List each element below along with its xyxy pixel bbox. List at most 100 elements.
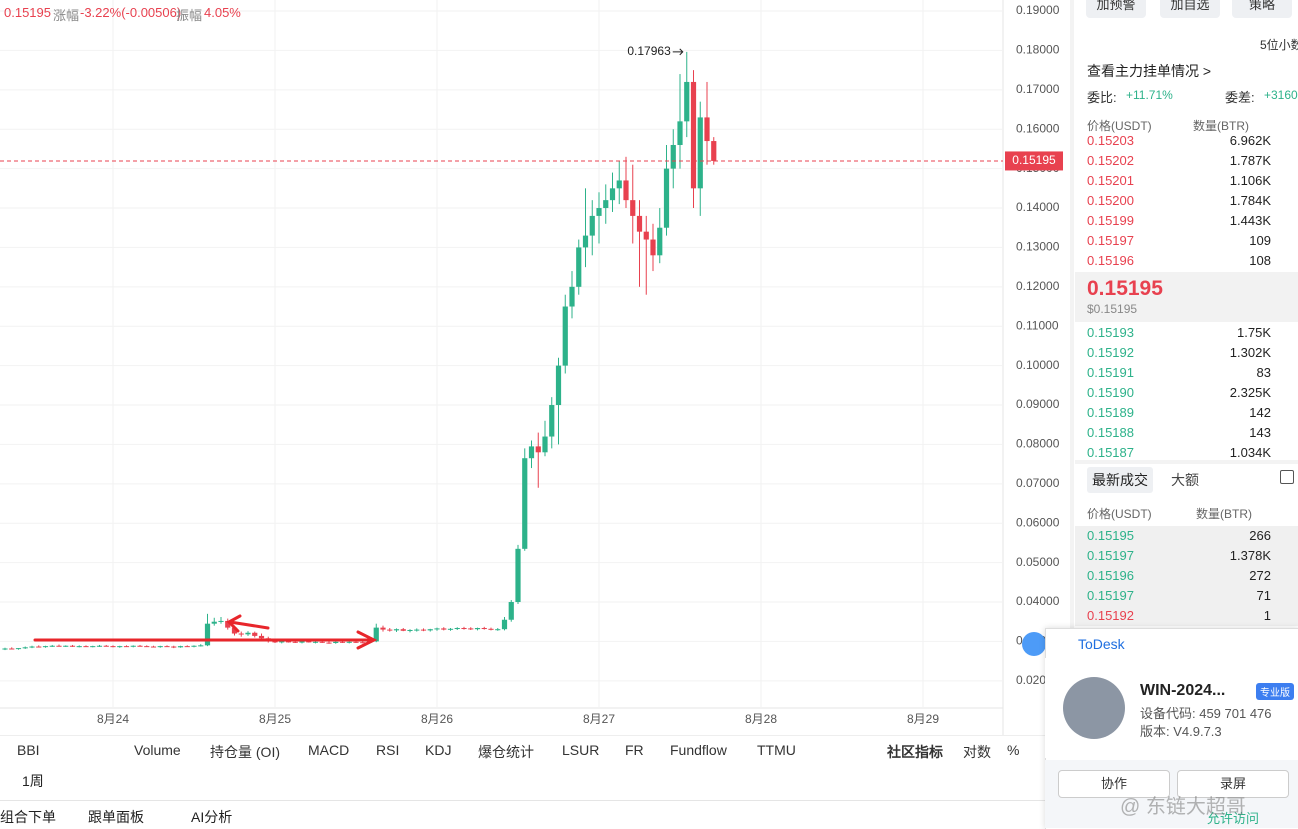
trade-price: 0.15197 — [1087, 548, 1134, 563]
candle-body — [103, 645, 109, 647]
candle-body — [414, 629, 420, 631]
candle-body — [245, 632, 251, 635]
todesk-brand: ToDesk — [1078, 636, 1125, 652]
todesk-button[interactable]: 协作 — [1058, 770, 1170, 798]
trades-bg — [1075, 526, 1298, 626]
ask-price: 0.15200 — [1087, 193, 1134, 208]
bid-qty: 1.302K — [1229, 345, 1271, 360]
x-tick-label: 8月24 — [97, 712, 129, 726]
candle-body — [306, 641, 312, 643]
indicator-tool[interactable]: 社区指标 — [887, 744, 943, 760]
bottom-tab[interactable]: 组合下单 — [0, 809, 56, 825]
bid-price: 0.15190 — [1087, 385, 1134, 400]
candle-body — [76, 646, 82, 648]
side-button[interactable]: 加预警 — [1086, 0, 1146, 18]
candle-body — [508, 602, 514, 620]
candle-body — [488, 628, 494, 630]
indicator-tab[interactable]: FR — [625, 742, 644, 758]
ask-qty: 108 — [1249, 253, 1271, 268]
side-button[interactable]: 策略 — [1232, 0, 1292, 18]
trades-qty-header: 数量(BTR) — [1196, 507, 1252, 521]
ask-qty: 1.443K — [1229, 213, 1271, 228]
candle-body — [522, 458, 528, 549]
candle-body — [420, 629, 427, 631]
indicator-tab[interactable]: Volume — [134, 742, 181, 758]
indicator-tool[interactable]: % — [1007, 742, 1020, 758]
candle-body — [623, 180, 629, 201]
ask-qty: 109 — [1249, 233, 1271, 248]
x-tick-label: 8月27 — [583, 712, 615, 726]
candle-body — [461, 628, 467, 630]
candle-body — [110, 646, 116, 648]
indicator-tab[interactable]: Fundflow — [670, 742, 727, 758]
indicator-tab[interactable]: KDJ — [425, 742, 452, 758]
candle-body — [495, 629, 501, 631]
todesk-code: 设备代码: 459 701 476 — [1140, 706, 1272, 721]
candle-body — [231, 627, 238, 634]
todesk-badge: 专业版 — [1256, 683, 1294, 700]
candle-body — [339, 641, 346, 643]
candle-body — [144, 646, 150, 648]
indicator-tab[interactable]: MACD — [308, 742, 350, 758]
todesk-avatar — [1063, 677, 1125, 739]
bid-price: 0.15188 — [1087, 425, 1134, 440]
candle-body — [360, 642, 366, 644]
candle-body — [319, 641, 325, 643]
ask-price: 0.15197 — [1087, 233, 1134, 248]
candle-body — [171, 646, 177, 648]
y-tick-label: 0.12000 — [1016, 279, 1060, 293]
y-tick-label: 0.16000 — [1016, 121, 1060, 135]
ob-price-header: 价格(USDT) — [1087, 119, 1152, 133]
trades-tab[interactable]: 最新成交 — [1087, 467, 1153, 493]
candle-body — [515, 548, 521, 603]
bottom-tab[interactable]: 跟单面板 — [88, 809, 144, 825]
checkbox[interactable] — [1280, 470, 1294, 484]
y-axis-bg — [1003, 0, 1070, 735]
indicator-tab[interactable]: 爆仓统计 — [478, 744, 534, 760]
side-button[interactable]: 加自选 — [1160, 0, 1220, 18]
diff-value: +3160 — [1264, 88, 1298, 102]
indicator-tab[interactable]: LSUR — [562, 742, 600, 758]
bottom-tab[interactable]: AI分析 — [191, 809, 233, 825]
interval-tab[interactable]: 1周 — [22, 773, 44, 789]
candle-body — [373, 627, 379, 642]
indicator-tab[interactable]: BBI — [17, 742, 40, 758]
annotation-arrow — [226, 614, 270, 633]
y-tick-label: 0.04000 — [1016, 594, 1060, 608]
trade-price: 0.15192 — [1087, 608, 1134, 623]
y-tick-label: 0.08000 — [1016, 437, 1060, 451]
trades-tab[interactable]: 大额 — [1171, 472, 1199, 488]
indicator-tab[interactable]: TTMU — [757, 742, 796, 758]
candle-body — [427, 629, 433, 631]
x-tick-label: 8月29 — [907, 712, 939, 726]
candle-body — [535, 446, 541, 453]
candle-body — [468, 628, 474, 630]
candle-body — [630, 200, 636, 216]
ask-qty: 1.784K — [1229, 193, 1271, 208]
candle-body — [326, 642, 332, 644]
candle-body — [9, 648, 15, 650]
scroll-button — [1022, 632, 1046, 656]
candle-body — [238, 633, 244, 635]
x-tick-label: 8月28 — [745, 712, 777, 726]
candle-body — [2, 648, 8, 650]
trade-price: 0.15196 — [1087, 568, 1134, 583]
main-orders-link[interactable]: 查看主力挂单情况 > — [1087, 63, 1212, 79]
candle-body — [272, 641, 278, 643]
candle-body — [542, 436, 548, 453]
todesk-button[interactable]: 录屏 — [1177, 770, 1289, 798]
candle-body — [657, 227, 663, 256]
candle-body — [589, 215, 595, 236]
ask-price: 0.15203 — [1087, 133, 1134, 148]
y-tick-label: 0.05000 — [1016, 555, 1060, 569]
indicator-tool[interactable]: 对数 — [963, 744, 991, 760]
trades-price-header: 价格(USDT) — [1087, 507, 1152, 521]
high-arrow — [672, 48, 684, 56]
indicator-tab[interactable]: 持仓量 (OI) — [210, 744, 280, 760]
candle-body — [684, 81, 690, 122]
candle-body — [225, 620, 231, 628]
candle-body — [677, 121, 683, 145]
indicator-tab[interactable]: RSI — [376, 742, 400, 758]
y-tick-label: 0.14000 — [1016, 200, 1060, 214]
header-amp: 4.05% — [204, 5, 241, 20]
